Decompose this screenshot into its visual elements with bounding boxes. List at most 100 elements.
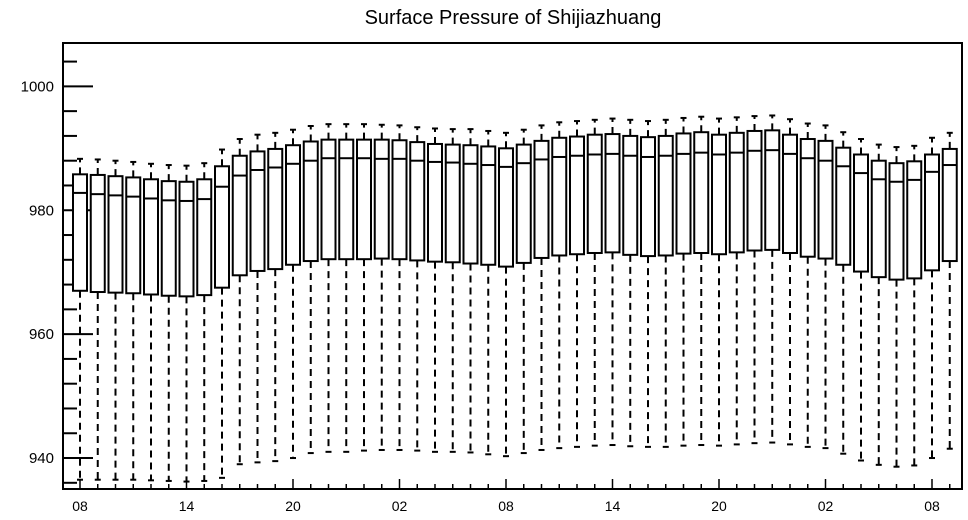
box-item — [391, 124, 408, 451]
box-item — [622, 118, 639, 448]
plot-area-frame — [62, 42, 963, 490]
box-iqr — [89, 173, 106, 294]
y-tick-label: 1000 — [21, 78, 54, 95]
box-item — [746, 115, 763, 445]
box-item — [675, 116, 692, 447]
chart-title: Surface Pressure of Shijiazhuang — [365, 7, 662, 29]
box-iqr — [728, 131, 745, 254]
box-iqr — [906, 160, 923, 280]
x-tick-label: 20 — [285, 498, 301, 514]
box-item — [444, 128, 461, 453]
box-iqr — [817, 139, 834, 260]
box-item — [853, 138, 869, 462]
box-iqr — [764, 129, 781, 251]
box-item — [125, 160, 142, 481]
box-item — [551, 121, 568, 450]
box-iqr — [196, 178, 213, 297]
box-iqr — [160, 180, 177, 297]
box-iqr — [320, 138, 337, 261]
box-iqr — [533, 139, 550, 259]
box-iqr — [107, 175, 124, 294]
x-tick-label: 02 — [818, 498, 834, 514]
box-item — [888, 146, 905, 468]
box-item — [160, 164, 177, 482]
box-item — [480, 129, 497, 456]
box-item — [462, 128, 479, 454]
box-iqr — [853, 153, 869, 273]
box-iqr — [569, 135, 585, 256]
box-iqr — [231, 154, 248, 277]
box-iqr — [72, 173, 88, 292]
box-iqr — [125, 176, 142, 295]
box-iqr — [427, 142, 443, 263]
box-iqr — [267, 147, 284, 271]
box-item — [764, 114, 781, 444]
box-iqr — [462, 144, 479, 265]
box-iqr — [373, 138, 390, 260]
box-item — [214, 148, 230, 479]
box-item — [267, 131, 284, 463]
box-item — [515, 128, 532, 455]
box-item — [302, 125, 319, 455]
box-item — [728, 116, 745, 446]
box-item — [870, 143, 887, 466]
box-item — [427, 127, 443, 453]
box-item — [586, 118, 603, 447]
box-iqr — [249, 150, 266, 272]
box-iqr — [657, 134, 674, 257]
box-iqr — [586, 133, 603, 254]
box-iqr — [302, 140, 319, 263]
box-item — [178, 164, 195, 483]
box-item — [533, 124, 550, 451]
x-tick-label: 08 — [72, 498, 88, 514]
box-item — [143, 162, 159, 482]
box-iqr — [941, 147, 958, 263]
box-iqr — [924, 153, 940, 272]
box-iqr — [409, 141, 426, 262]
box-iqr — [178, 180, 195, 298]
y-tick-label: 980 — [29, 202, 54, 219]
box-item — [657, 118, 674, 448]
box-iqr — [214, 165, 230, 289]
box-iqr — [444, 143, 461, 264]
box-iqr — [480, 145, 497, 266]
x-tick-label: 20 — [711, 498, 727, 514]
box-iqr — [746, 129, 763, 252]
box-iqr — [782, 133, 798, 254]
box-item — [924, 136, 940, 460]
box-item — [285, 128, 301, 460]
box-item — [799, 122, 816, 448]
box-item — [89, 158, 106, 481]
box-iqr — [799, 138, 816, 258]
box-iqr — [693, 131, 710, 254]
box-iqr — [888, 162, 905, 281]
box-item — [249, 133, 266, 464]
box-iqr — [285, 144, 301, 266]
box-iqr — [640, 136, 656, 258]
box-iqr — [338, 138, 355, 261]
box-item — [409, 126, 426, 452]
box-item — [338, 123, 355, 453]
box-item — [817, 124, 834, 450]
box-iqr — [604, 133, 621, 254]
box-item — [906, 144, 923, 467]
x-tick-label: 14 — [605, 498, 621, 514]
box-iqr — [675, 132, 692, 255]
box-item — [107, 159, 124, 481]
box-item — [711, 117, 727, 447]
x-tick-label: 14 — [179, 498, 195, 514]
box-item — [693, 115, 710, 447]
box-item — [72, 157, 88, 481]
box-item — [835, 131, 852, 455]
y-tick-label: 940 — [29, 450, 54, 467]
box-iqr — [622, 134, 639, 256]
box-item — [356, 123, 372, 452]
box-item — [498, 131, 514, 458]
box-item — [782, 118, 798, 446]
x-tick-label: 02 — [392, 498, 408, 514]
x-axis: 08 14 20 02 08 14 20 02 08 — [72, 479, 951, 514]
box-iqr — [870, 159, 887, 279]
box-iqr — [835, 146, 852, 266]
